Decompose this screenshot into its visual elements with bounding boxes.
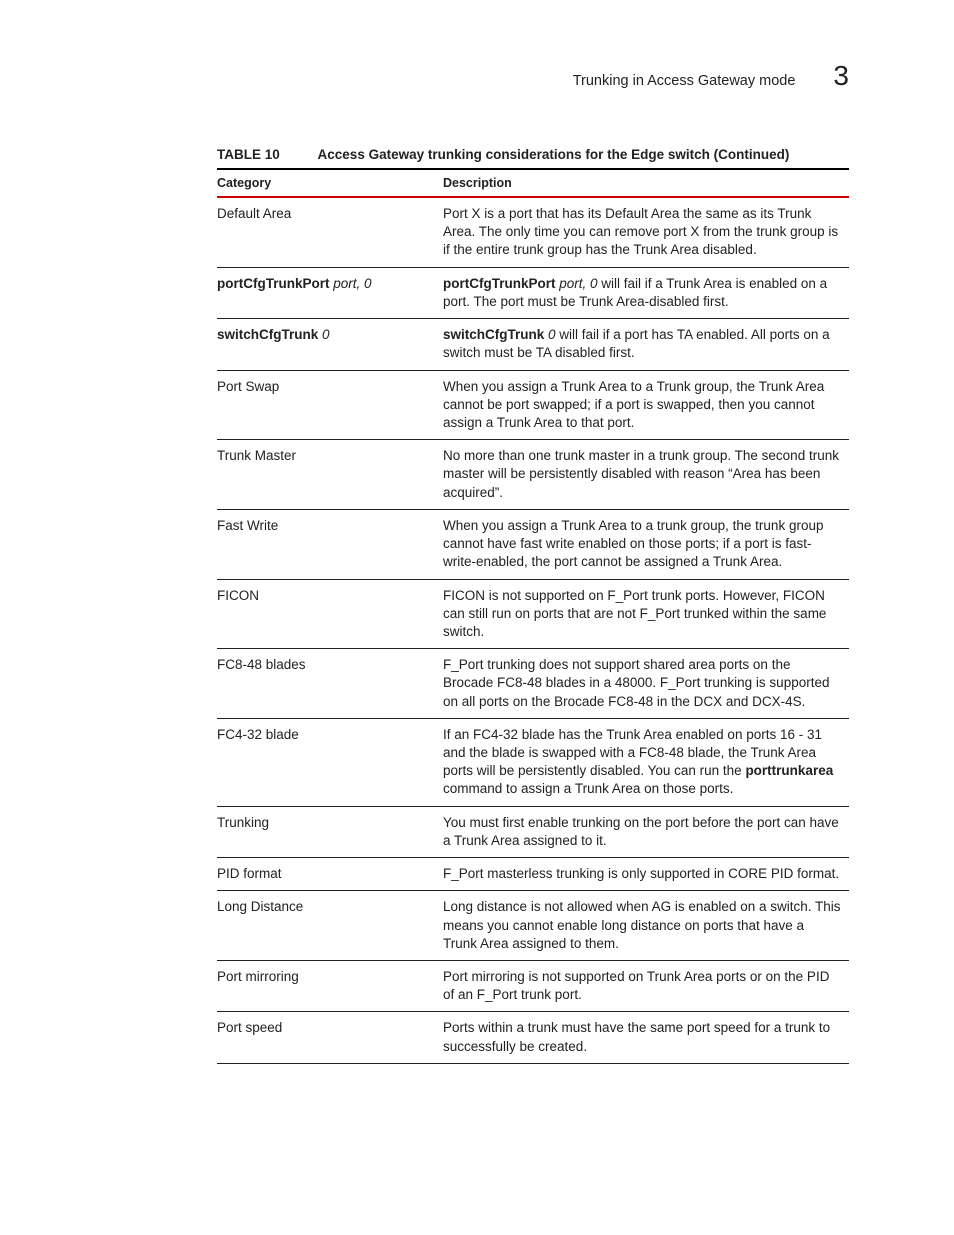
cell-description: Long distance is not allowed when AG is … bbox=[443, 891, 849, 961]
text-segment: Port speed bbox=[217, 1020, 282, 1035]
table-row: portCfgTrunkPort port, 0portCfgTrunkPort… bbox=[217, 267, 849, 318]
text-segment: FC4-32 blade bbox=[217, 727, 299, 742]
text-segment: Trunk Master bbox=[217, 448, 296, 463]
text-segment: No more than one trunk master in a trunk… bbox=[443, 448, 839, 499]
text-segment: Trunking bbox=[217, 815, 269, 830]
table-row: Port speed Ports within a trunk must have… bbox=[217, 1012, 849, 1063]
text-segment: PID format bbox=[217, 866, 282, 881]
text-segment: Port mirroring bbox=[217, 969, 299, 984]
table-row: Trunking You must first enable trunking o… bbox=[217, 806, 849, 857]
cell-category: Port mirroring bbox=[217, 961, 443, 1012]
text-segment: 0 bbox=[548, 327, 556, 342]
text-segment: When you assign a Trunk Area to a Trunk … bbox=[443, 379, 824, 430]
col-header-category: Category bbox=[217, 169, 443, 197]
cell-description: FICON is not supported on F_Port trunk p… bbox=[443, 579, 849, 649]
cell-category: Default Area bbox=[217, 197, 443, 267]
cell-category: FC4-32 blade bbox=[217, 718, 443, 806]
text-segment: porttrunkarea bbox=[745, 763, 833, 778]
cell-category: switchCfgTrunk 0 bbox=[217, 319, 443, 370]
cell-description: If an FC4-32 blade has the Trunk Area en… bbox=[443, 718, 849, 806]
chapter-number: 3 bbox=[833, 60, 849, 92]
text-segment: switchCfgTrunk bbox=[217, 327, 322, 342]
text-segment: Long Distance bbox=[217, 899, 303, 914]
considerations-table: Category Description Default Area Port X … bbox=[217, 168, 849, 1064]
text-segment: You must first enable trunking on the po… bbox=[443, 815, 839, 848]
text-segment: switchCfgTrunk bbox=[443, 327, 548, 342]
cell-category: FC8-48 blades bbox=[217, 649, 443, 719]
table-row: switchCfgTrunk 0switchCfgTrunk 0 will fa… bbox=[217, 319, 849, 370]
cell-description: No more than one trunk master in a trunk… bbox=[443, 440, 849, 510]
cell-category: Port Swap bbox=[217, 370, 443, 440]
page: Trunking in Access Gateway mode 3 TABLE … bbox=[0, 0, 954, 1235]
cell-description: You must first enable trunking on the po… bbox=[443, 806, 849, 857]
table-caption-title: Access Gateway trunking considerations f… bbox=[318, 147, 790, 162]
text-segment: FICON bbox=[217, 588, 259, 603]
table-row: FC4-32 blade If an FC4-32 blade has the T… bbox=[217, 718, 849, 806]
text-segment: Ports within a trunk must have the same … bbox=[443, 1020, 830, 1053]
table-caption: TABLE 10 Access Gateway trunking conside… bbox=[217, 147, 849, 162]
cell-description: Ports within a trunk must have the same … bbox=[443, 1012, 849, 1063]
table-row: Port Swap When you assign a Trunk Area to… bbox=[217, 370, 849, 440]
text-segment: portCfgTrunkPort bbox=[217, 276, 333, 291]
cell-description: F_Port masterless trunking is only suppo… bbox=[443, 858, 849, 891]
cell-category: portCfgTrunkPort port, 0 bbox=[217, 267, 443, 318]
text-segment: When you assign a Trunk Area to a trunk … bbox=[443, 518, 823, 569]
text-segment: command to assign a Trunk Area on those … bbox=[443, 781, 733, 796]
table-row: PID format F_Port masterless trunking is … bbox=[217, 858, 849, 891]
text-segment: FC8-48 blades bbox=[217, 657, 306, 672]
table-row: Default Area Port X is a port that has it… bbox=[217, 197, 849, 267]
cell-description: Port X is a port that has its Default Ar… bbox=[443, 197, 849, 267]
cell-description: When you assign a Trunk Area to a Trunk … bbox=[443, 370, 849, 440]
table-row: Trunk Master No more than one trunk maste… bbox=[217, 440, 849, 510]
running-header-text: Trunking in Access Gateway mode bbox=[573, 73, 796, 89]
text-segment: 0 bbox=[322, 327, 330, 342]
table-row: Long Distance Long distance is not allowe… bbox=[217, 891, 849, 961]
table-caption-label: TABLE 10 bbox=[217, 147, 280, 162]
cell-description: F_Port trunking does not support shared … bbox=[443, 649, 849, 719]
table-row: FC8-48 blades F_Port trunking does not su… bbox=[217, 649, 849, 719]
running-header: Trunking in Access Gateway mode 3 bbox=[105, 60, 849, 92]
table-row: Fast Write When you assign a Trunk Area t… bbox=[217, 509, 849, 579]
text-segment: F_Port masterless trunking is only suppo… bbox=[443, 866, 839, 881]
cell-description: Port mirroring is not supported on Trunk… bbox=[443, 961, 849, 1012]
text-segment: Port Swap bbox=[217, 379, 279, 394]
text-segment: FICON is not supported on F_Port trunk p… bbox=[443, 588, 826, 639]
text-segment: Default Area bbox=[217, 206, 291, 221]
cell-description: When you assign a Trunk Area to a trunk … bbox=[443, 509, 849, 579]
cell-category: Port speed bbox=[217, 1012, 443, 1063]
text-segment: port, 0 bbox=[559, 276, 597, 291]
cell-category: Long Distance bbox=[217, 891, 443, 961]
text-segment: port, 0 bbox=[333, 276, 371, 291]
cell-category: PID format bbox=[217, 858, 443, 891]
cell-description: portCfgTrunkPort port, 0 will fail if a … bbox=[443, 267, 849, 318]
text-segment: Long distance is not allowed when AG is … bbox=[443, 899, 841, 950]
table-row: FICON FICON is not supported on F_Port tr… bbox=[217, 579, 849, 649]
text-segment: portCfgTrunkPort bbox=[443, 276, 559, 291]
text-segment: Port X is a port that has its Default Ar… bbox=[443, 206, 838, 257]
col-header-description: Description bbox=[443, 169, 849, 197]
cell-category: FICON bbox=[217, 579, 443, 649]
text-segment: Port mirroring is not supported on Trunk… bbox=[443, 969, 829, 1002]
cell-category: Trunking bbox=[217, 806, 443, 857]
table-body: Default Area Port X is a port that has it… bbox=[217, 197, 849, 1063]
cell-category: Fast Write bbox=[217, 509, 443, 579]
table-container: TABLE 10 Access Gateway trunking conside… bbox=[217, 147, 849, 1064]
text-segment: Fast Write bbox=[217, 518, 278, 533]
table-header-row: Category Description bbox=[217, 169, 849, 197]
cell-description: switchCfgTrunk 0 will fail if a port has… bbox=[443, 319, 849, 370]
table-row: Port mirroring Port mirroring is not supp… bbox=[217, 961, 849, 1012]
text-segment: F_Port trunking does not support shared … bbox=[443, 657, 829, 708]
cell-category: Trunk Master bbox=[217, 440, 443, 510]
